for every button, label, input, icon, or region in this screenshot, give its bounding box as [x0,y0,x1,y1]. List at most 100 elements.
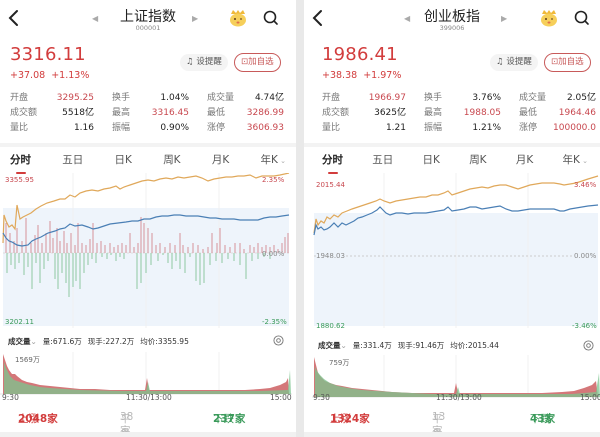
decliners: 下跌 237家 [213,411,245,426]
tab-monthly-k[interactable]: 月K [515,154,534,166]
y-axis-min: 3202.11 [5,318,34,326]
tab-weekly-k[interactable]: 周K [469,154,487,166]
decliners-count: 43家 [530,413,556,425]
tab-intraday[interactable]: 分时 [10,148,31,174]
change-percent: +1.13% [51,70,90,81]
search-icon[interactable] [574,10,590,26]
unchanged-count: 38家 [120,411,134,437]
y-axis-mid-pct: 0.00% [262,250,285,258]
x-tick-close: 15:00 [580,393,600,402]
add-watchlist-button[interactable]: ⊡加自选 [234,53,281,72]
reminder-label: 设提醒 [506,57,532,67]
back-icon[interactable] [312,8,326,28]
stat-label: 最低 [207,108,226,118]
x-tick-open: 9:30 [2,393,19,402]
y-axis-max-pct: 3.46% [574,181,597,189]
advancers: 上涨 1324家 [330,411,370,426]
tab-yearly-label: 年K [260,154,278,166]
advancers-label: 上涨 [18,413,39,425]
y-axis-max: 2015.44 [316,181,345,189]
volume-indicator-select[interactable]: 成交量⌄ [8,336,37,347]
stat-value: 1988.05 [463,108,501,118]
tab-yearly-k[interactable]: 年K ⌄ [563,148,588,172]
stats-row: 成交额 3625亿 最高 1988.05 最低 1964.46 [322,106,596,121]
add-watchlist-button[interactable]: ⊡加自选 [544,53,591,72]
volume-total: 量:671.6万 [42,337,82,346]
next-index-icon[interactable]: ▶ [192,14,199,23]
set-reminder-button[interactable]: ♫ 设提醒 [180,54,228,71]
prev-index-icon[interactable]: ◀ [92,14,99,23]
set-reminder-button[interactable]: ♫ 设提醒 [490,54,538,71]
stat-value: 3316.45 [151,108,189,118]
page-title: 上证指数 [120,9,176,25]
unchanged-count: 13家 [432,411,446,437]
chevron-down-icon: ⌄ [340,341,347,350]
stat-label: 成交额 [322,108,350,118]
stat-value: 3606.93 [246,123,284,133]
back-icon[interactable] [8,8,22,28]
index-code: 399006 [439,24,465,32]
advancers: 上涨 2048家 [18,411,58,426]
volume-indicator-select[interactable]: 成交量⌄ [318,340,347,351]
y-axis-min-pct: -3.46% [572,322,597,330]
intraday-chart[interactable] [0,173,292,328]
tab-intraday[interactable]: 分时 [322,148,343,174]
volume-header: 成交量⌄ 量:671.6万 现手:227.2万 均价:3355.95 [8,336,189,347]
stat-label: 成交额 [10,108,38,118]
prev-index-icon[interactable]: ◀ [404,14,411,23]
plus-box-icon: ⊡ [241,57,249,67]
tab-monthly-k[interactable]: 月K [211,154,230,166]
stat-value: 1.16 [73,123,94,133]
advancers-count: 2048家 [18,413,58,425]
average-price: 均价:2015.44 [450,341,499,350]
plus-box-icon: ⊡ [551,57,559,67]
tab-daily-k[interactable]: 日K [114,154,132,166]
x-tick-close: 15:00 [270,393,292,402]
market-breadth: 上涨 1324家 平盘 13家 下跌 43家 [304,411,600,437]
stat-value: 1964.46 [558,108,596,118]
advancers-label: 上涨 [330,413,351,425]
volume-now: 现手:91.46万 [397,341,445,350]
current-price: 3316.11 [10,44,86,65]
current-price: 1986.41 [322,44,398,65]
watchlist-label: 加自选 [558,57,584,67]
divider [0,143,296,147]
settings-gear-icon[interactable] [273,335,284,346]
stat-value: 2.05亿 [566,93,596,103]
tab-five-day[interactable]: 五日 [372,154,394,166]
x-tick-open: 9:30 [313,393,330,402]
stat-value: 0.90% [160,123,189,133]
change-value: +38.38 [322,70,358,81]
stats-row: 量比 1.21 振幅 1.21% 涨停 100000.0 [322,121,596,136]
search-icon[interactable] [263,10,279,26]
stat-label: 振幅 [112,123,131,133]
stat-label: 最低 [519,108,538,118]
volume-max: 1569万 [15,356,40,364]
stats-row: 成交额 5518亿 最高 3316.45 最低 3286.99 [10,106,284,121]
intraday-chart[interactable] [312,173,600,328]
settings-gear-icon[interactable] [583,340,594,351]
watchlist-label: 加自选 [248,57,274,67]
chevron-down-icon: ⌄ [277,157,286,165]
decliners-label: 下跌 [530,413,551,425]
mascot-icon[interactable] [228,9,248,27]
stat-label: 最高 [424,108,443,118]
y-axis-max-pct: 2.35% [262,176,285,184]
tab-yearly-k[interactable]: 年K ⌄ [261,148,286,172]
tab-weekly-k[interactable]: 周K [163,154,181,166]
stat-label: 振幅 [424,123,443,133]
stat-label: 开盘 [10,93,29,103]
stats-row: 开盘 3295.25 换手 1.04% 成交量 4.74亿 [10,91,284,106]
stat-value: 1966.97 [368,93,406,103]
mascot-icon[interactable] [539,9,559,27]
stat-value: 1.21% [472,123,501,133]
stat-value: 3286.99 [246,108,284,118]
tab-five-day[interactable]: 五日 [62,154,84,166]
bell-icon: ♫ [186,57,194,67]
stat-value: 3.76% [472,93,501,103]
bottom-divider [0,432,296,437]
market-breadth: 上涨 2048家 平盘 38家 下跌 237家 [0,411,296,437]
tab-daily-k[interactable]: 日K [422,154,440,166]
header: ◀ 创业板指 399006 ▶ [304,0,600,38]
next-index-icon[interactable]: ▶ [501,14,508,23]
